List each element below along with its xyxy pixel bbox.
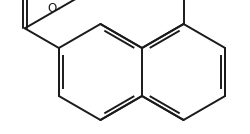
Text: O: O: [48, 2, 57, 15]
